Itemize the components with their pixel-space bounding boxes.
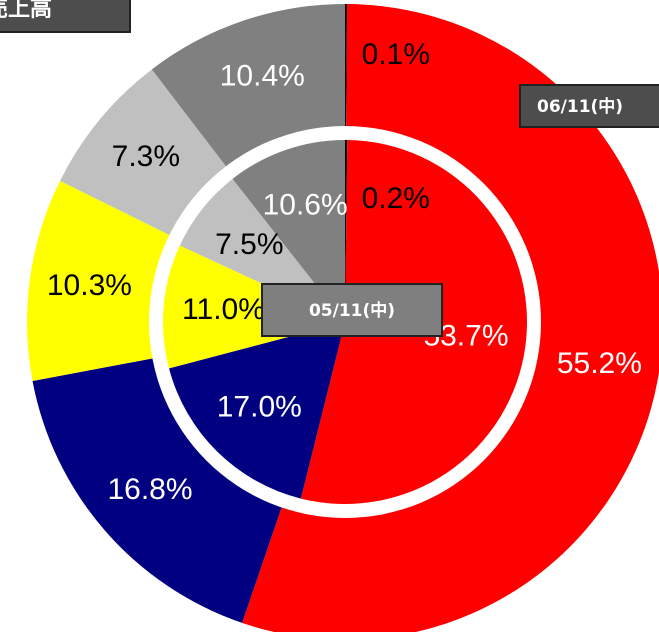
data-label: 7.5% bbox=[215, 228, 283, 261]
data-label: 10.3% bbox=[47, 269, 132, 302]
data-label: 7.3% bbox=[112, 140, 180, 173]
legend-label: 06/11(中) bbox=[537, 96, 623, 117]
chart-title: 売上高 bbox=[0, 0, 52, 22]
legend-box bbox=[519, 84, 659, 128]
data-label: 0.2% bbox=[362, 182, 430, 215]
data-label: 17.0% bbox=[217, 391, 302, 424]
pie-slice bbox=[345, 140, 348, 322]
pie-slice bbox=[169, 322, 345, 499]
data-label: 10.4% bbox=[220, 60, 305, 93]
legend-label: 05/11(中) bbox=[309, 300, 395, 321]
data-label: 55.2% bbox=[557, 347, 642, 380]
data-label: 0.1% bbox=[362, 38, 430, 71]
title-box bbox=[0, 0, 131, 33]
data-label: 10.6% bbox=[263, 189, 348, 222]
legend-box bbox=[261, 283, 443, 337]
pie-slice bbox=[163, 245, 345, 369]
pie-slice bbox=[232, 140, 345, 322]
data-label: 11.0% bbox=[182, 293, 265, 326]
data-label: 16.8% bbox=[107, 473, 192, 506]
